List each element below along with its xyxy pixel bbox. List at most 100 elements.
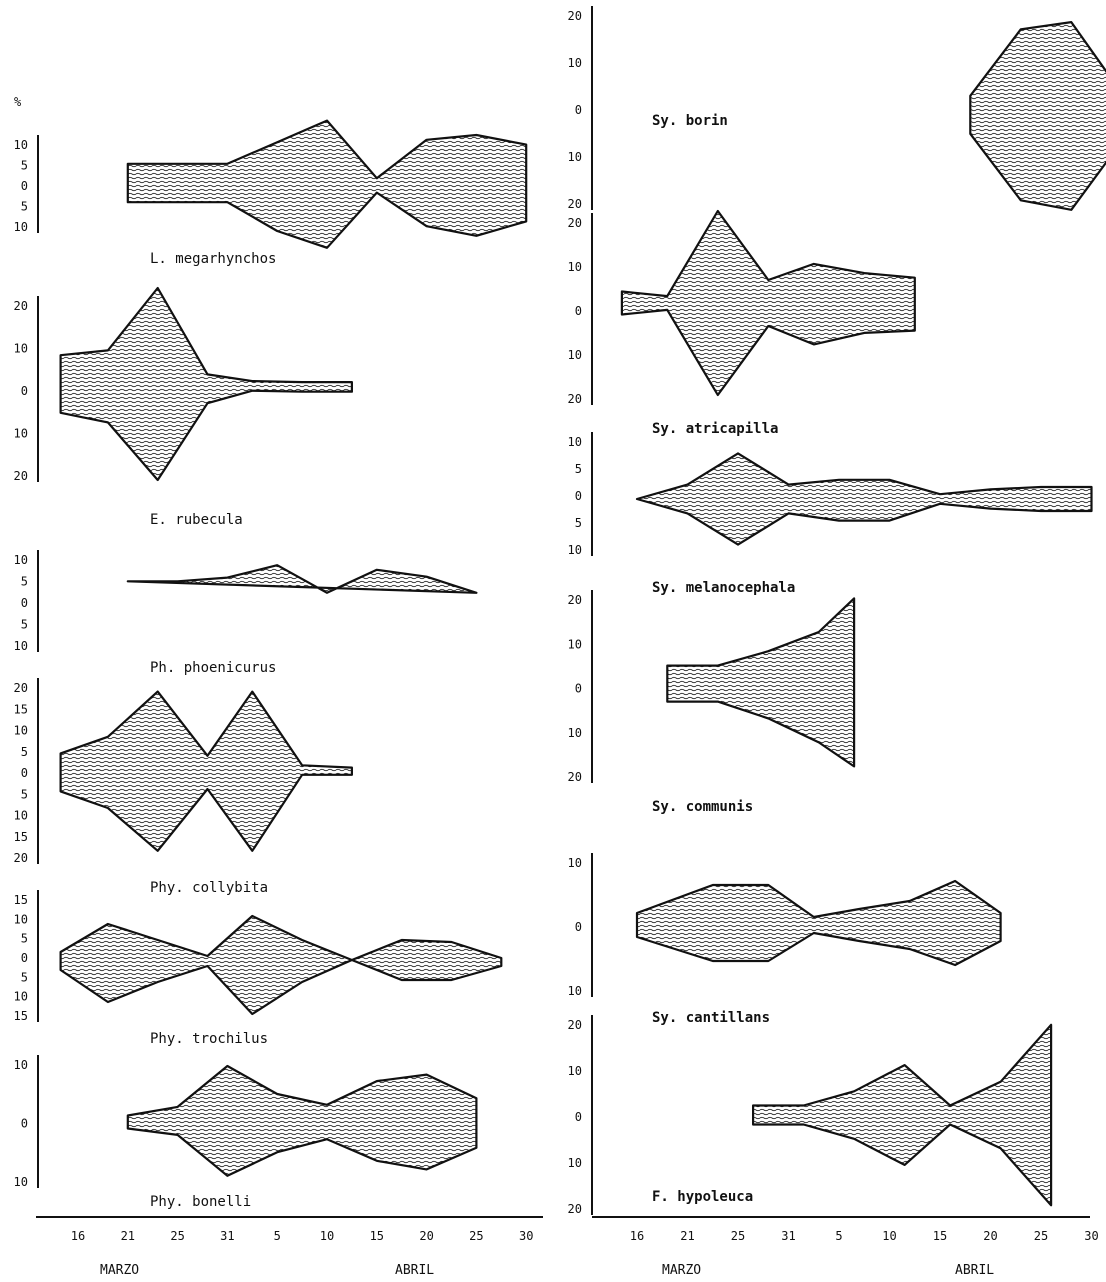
x-tick-label: 5 [274, 1229, 281, 1243]
y-tick-label: 10 [14, 912, 28, 926]
y-tick-label: 0 [21, 1117, 28, 1131]
abundance-band [666, 597, 856, 768]
y-tick-label: 20 [14, 299, 28, 313]
x-tick-label: 16 [630, 1229, 644, 1243]
x-tick-label: 15 [933, 1229, 947, 1243]
x-tick-label: 30 [519, 1229, 533, 1243]
x-tick-label: 20 [419, 1229, 433, 1243]
x-tick-label: 20 [983, 1229, 997, 1243]
abundance-band [751, 1023, 1053, 1207]
abundance-band [59, 690, 353, 852]
y-tick-label: 20 [14, 681, 28, 695]
month-label: ABRIL [955, 1263, 994, 1278]
y-tick-label: 0 [21, 951, 28, 965]
y-tick-label: 10 [14, 138, 28, 152]
y-tick-label: 15 [14, 830, 28, 844]
panel-sy-communis: 20 10 0 10 20 Sy. communis [568, 590, 856, 815]
x-tick-label: 21 [680, 1229, 694, 1243]
x-tick-label: 25 [170, 1229, 184, 1243]
species-label: Sy. communis [652, 799, 753, 815]
y-tick-label: 10 [568, 726, 582, 740]
y-tick-label: 5 [21, 200, 28, 214]
panel-e-rubecula: 20 10 0 10 20 E. rubecula [14, 286, 353, 528]
y-tick-label: 10 [14, 427, 28, 441]
species-label: Phy. trochilus [150, 1031, 268, 1047]
y-tick-label: 10 [568, 260, 582, 274]
species-label: Sy. cantillans [652, 1010, 770, 1026]
x-tick-label: 5 [835, 1229, 842, 1243]
y-tick-label: 10 [14, 553, 28, 567]
y-tick-label: 20 [568, 197, 582, 211]
x-tick-label: 21 [121, 1229, 135, 1243]
y-tick-label: 0 [575, 920, 582, 934]
abundance-band [59, 914, 503, 1016]
y-tick-label: 10 [14, 724, 28, 738]
y-tick-label: 5 [575, 516, 582, 530]
x-tick-label: 10 [882, 1229, 896, 1243]
species-label: Phy. collybita [150, 880, 268, 896]
abundance-band [126, 564, 478, 594]
y-tick-label: 10 [14, 639, 28, 653]
panel-sy-borin: 20 10 0 10 20 Sy. borin [568, 6, 1106, 211]
x-tick-label: 10 [320, 1229, 334, 1243]
axes-layer: 16 21 25 31 5 10 15 20 25 30 MARZO ABRIL 16 21 25 31 5 10… [36, 1216, 1099, 1278]
y-tick-label: 20 [568, 9, 582, 23]
y-tick-label: 5 [21, 970, 28, 984]
y-tick-label: 20 [568, 392, 582, 406]
x-axis-left: 16 21 25 31 5 10 15 20 25 30 MARZO ABRIL [36, 1216, 543, 1278]
y-tick-label: 5 [21, 159, 28, 173]
y-tick-label: 10 [568, 348, 582, 362]
species-label: Sy. melanocephala [652, 580, 795, 596]
x-tick-label: 31 [220, 1229, 234, 1243]
x-tick-label: 30 [1084, 1229, 1098, 1243]
panel-l-megarhynchos: 10 5 0 5 10% L. megarhynchos [14, 95, 528, 267]
y-tick-label: 10 [568, 543, 582, 557]
species-label: Phy. bonelli [150, 1194, 251, 1210]
species-label: Ph. phoenicurus [150, 660, 276, 676]
panel-sy-atricapilla: 20 10 0 10 20 Sy. atricapilla [568, 209, 916, 437]
y-tick-label: 5 [21, 932, 28, 946]
y-tick-label: 10 [14, 809, 28, 823]
y-tick-label: 10 [568, 984, 582, 998]
y-tick-label: 10 [14, 1175, 28, 1189]
unit-label: % [14, 95, 22, 109]
species-label: L. megarhynchos [150, 251, 276, 267]
y-tick-label: 5 [21, 618, 28, 632]
species-label: Sy. atricapilla [652, 421, 778, 437]
y-tick-label: 5 [21, 575, 28, 589]
y-tick-label: 0 [21, 384, 28, 398]
panel-sy-cantillans: 10 0 10 Sy. cantillans [568, 853, 1002, 1026]
y-tick-label: 10 [568, 1156, 582, 1170]
month-label: MARZO [100, 1263, 139, 1278]
y-tick-label: 0 [575, 682, 582, 696]
month-label: ABRIL [395, 1263, 434, 1278]
abundance-band [635, 879, 1002, 967]
month-label: MARZO [662, 1263, 701, 1278]
abundance-band [969, 21, 1106, 211]
y-tick-label: 20 [14, 851, 28, 865]
y-tick-label: 15 [14, 702, 28, 716]
x-axis-right: 16 21 25 31 5 10 15 20 25 30 MARZO ABRIL [592, 1216, 1099, 1278]
y-tick-label: 0 [21, 179, 28, 193]
abundance-band [59, 286, 353, 482]
y-tick-label: 10 [14, 220, 28, 234]
panels-layer: 10 5 0 5 10% L. megarhynchos 20 10 0 10 20 E. rubec… [14, 6, 1106, 1216]
y-tick-label: 0 [21, 766, 28, 780]
x-tick-label: 16 [71, 1229, 85, 1243]
abundance-band [126, 119, 528, 249]
y-tick-label: 0 [575, 489, 582, 503]
y-tick-label: 0 [575, 304, 582, 318]
y-tick-label: 10 [568, 856, 582, 870]
y-tick-label: 5 [575, 462, 582, 476]
abundance-band [126, 1064, 478, 1177]
y-tick-label: 20 [568, 593, 582, 607]
y-tick-label: 10 [568, 56, 582, 70]
abundance-band [635, 452, 1093, 546]
y-tick-label: 10 [14, 990, 28, 1004]
panel-phy-bonelli: 10 0 10 Phy. bonelli [14, 1055, 478, 1210]
x-tick-label: 25 [731, 1229, 745, 1243]
panel-ph-phoenicurus: 10 5 0 5 10 Ph. phoenicurus [14, 550, 478, 676]
y-tick-label: 20 [568, 1018, 582, 1032]
panel-f-hypoleuca: 20 10 0 10 20 F. hypoleuca [568, 1015, 1053, 1216]
